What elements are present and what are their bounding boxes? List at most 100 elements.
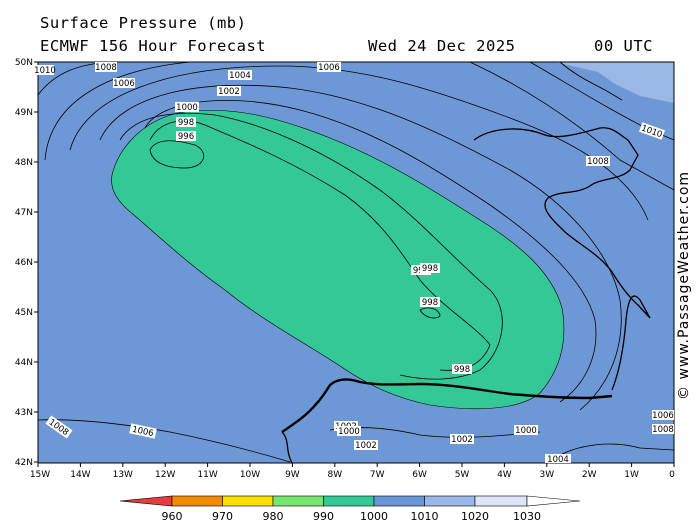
isobar-label: 998 bbox=[176, 117, 196, 128]
lat-label: 43N bbox=[15, 408, 33, 418]
france-coast bbox=[473, 127, 651, 391]
isobar-label: 1004 bbox=[545, 454, 571, 465]
uk-coast bbox=[559, 61, 623, 101]
colorbar-cell bbox=[171, 495, 223, 507]
colorbar-cell bbox=[222, 495, 274, 507]
isobar-label: 1002 bbox=[217, 86, 241, 97]
isobar-label: 1008 bbox=[95, 62, 117, 73]
svg-text:1000: 1000 bbox=[515, 426, 537, 436]
isobar-label: 1004 bbox=[228, 70, 252, 81]
isobar-label: 998 bbox=[420, 263, 440, 274]
colorbar-label: 980 bbox=[263, 510, 284, 523]
lon-label: 1W bbox=[624, 470, 639, 480]
forecast-time: 00 UTC bbox=[594, 37, 653, 55]
colorbar-label: 960 bbox=[162, 510, 183, 523]
lon-label: 7W bbox=[370, 470, 385, 480]
colorbar-label: 970 bbox=[212, 510, 233, 523]
isobar-1008-east bbox=[469, 61, 675, 191]
isobar-label: 1002 bbox=[354, 440, 378, 451]
colorbar bbox=[119, 495, 581, 507]
isobar-label: 1002 bbox=[450, 434, 474, 445]
isobar-label: 1000 bbox=[337, 426, 361, 437]
isobar-1002 bbox=[144, 99, 597, 403]
isobar-1000 bbox=[119, 112, 503, 380]
lat-ticks bbox=[34, 61, 38, 463]
svg-text:1002: 1002 bbox=[218, 87, 240, 97]
lat-label: 44N bbox=[15, 358, 33, 368]
svg-text:1006: 1006 bbox=[131, 425, 154, 439]
isobar-1004 bbox=[99, 84, 622, 411]
spain-west-coast bbox=[281, 431, 293, 464]
svg-text:1000: 1000 bbox=[338, 427, 360, 437]
lat-labels: 50N 49N 48N 47N 46N 45N 44N 43N 42N bbox=[15, 58, 33, 468]
lon-label: 14W bbox=[70, 470, 90, 480]
lon-label: 2W bbox=[582, 470, 597, 480]
isobar-label: 1006 bbox=[652, 410, 674, 421]
svg-text:998: 998 bbox=[454, 365, 470, 375]
lon-label: 5W bbox=[455, 470, 470, 480]
colorbar-cell bbox=[373, 495, 425, 507]
isobar-1004-south bbox=[559, 443, 675, 456]
isobar-label: 998 bbox=[420, 297, 440, 308]
lat-label: 48N bbox=[15, 158, 33, 168]
isobar-label: 1006 bbox=[113, 78, 135, 89]
lon-label: 6W bbox=[412, 470, 427, 480]
svg-text:1000: 1000 bbox=[176, 103, 198, 113]
isobar-1008 bbox=[44, 61, 191, 161]
lon-label: 0 bbox=[669, 470, 675, 480]
svg-text:1002: 1002 bbox=[451, 435, 473, 445]
isobars bbox=[37, 61, 675, 463]
isobar-998-center bbox=[419, 307, 441, 319]
lon-label: 8W bbox=[327, 470, 342, 480]
isobar-label: 1000 bbox=[514, 425, 538, 436]
svg-text:1004: 1004 bbox=[547, 455, 569, 465]
svg-text:1008: 1008 bbox=[587, 157, 609, 167]
site-credit: © www.PassageWeather.com bbox=[676, 170, 692, 400]
colorbar-label: 1010 bbox=[411, 510, 439, 523]
svg-text:1010: 1010 bbox=[34, 66, 56, 76]
colorbar-cell bbox=[474, 495, 528, 507]
lon-label: 4W bbox=[497, 470, 512, 480]
coastline bbox=[281, 61, 651, 464]
isobar-label: 1006 bbox=[129, 423, 157, 439]
svg-text:1008: 1008 bbox=[652, 425, 674, 435]
svg-text:1008: 1008 bbox=[95, 63, 117, 73]
isobar-1006-south bbox=[37, 419, 291, 463]
spain-north-coast bbox=[281, 378, 613, 433]
colorbar-label: 1030 bbox=[513, 510, 541, 523]
isobar-label: 1000 bbox=[175, 102, 199, 113]
lon-label: 15W bbox=[30, 470, 50, 480]
colorbar-cell bbox=[526, 495, 581, 507]
forecast-date: Wed 24 Dec 2025 bbox=[368, 37, 516, 55]
isobar-996 bbox=[149, 140, 205, 169]
low-pressure-zone bbox=[111, 109, 565, 410]
svg-text:996: 996 bbox=[178, 132, 194, 142]
isobar-label: 1006 bbox=[317, 62, 341, 73]
isobar-1006 bbox=[69, 65, 649, 221]
lat-label: 49N bbox=[15, 108, 33, 118]
isobar-label: 1008 bbox=[652, 424, 674, 435]
isobar-label: 1008 bbox=[586, 156, 610, 167]
isobar-label: 1010 bbox=[34, 65, 56, 76]
isobar-998 bbox=[149, 120, 491, 371]
colorbar-cell bbox=[424, 495, 476, 507]
svg-text:998: 998 bbox=[422, 264, 438, 274]
high-pressure-zone bbox=[555, 62, 674, 103]
svg-text:998: 998 bbox=[178, 118, 194, 128]
lon-label: 13W bbox=[113, 470, 133, 480]
lat-label: 50N bbox=[15, 58, 33, 68]
isobar-label: 998 bbox=[452, 364, 472, 375]
svg-text:1004: 1004 bbox=[229, 71, 251, 81]
lon-label: 9W bbox=[285, 470, 300, 480]
isobar-label: 996 bbox=[176, 131, 196, 142]
lon-label: 11W bbox=[197, 470, 217, 480]
lat-label: 42N bbox=[15, 458, 33, 468]
svg-text:1006: 1006 bbox=[318, 63, 340, 73]
isobar-labels: 1010 1008 1006 1006 1004 1002 1000 998 9… bbox=[34, 62, 674, 465]
colorbar-labels: 960 970 980 990 1000 1010 1020 1030 bbox=[162, 510, 542, 523]
lon-label: 12W bbox=[155, 470, 175, 480]
map-title: Surface Pressure (mb) bbox=[40, 14, 247, 32]
colorbar-label: 1000 bbox=[360, 510, 388, 523]
colorbar-label: 1020 bbox=[461, 510, 489, 523]
